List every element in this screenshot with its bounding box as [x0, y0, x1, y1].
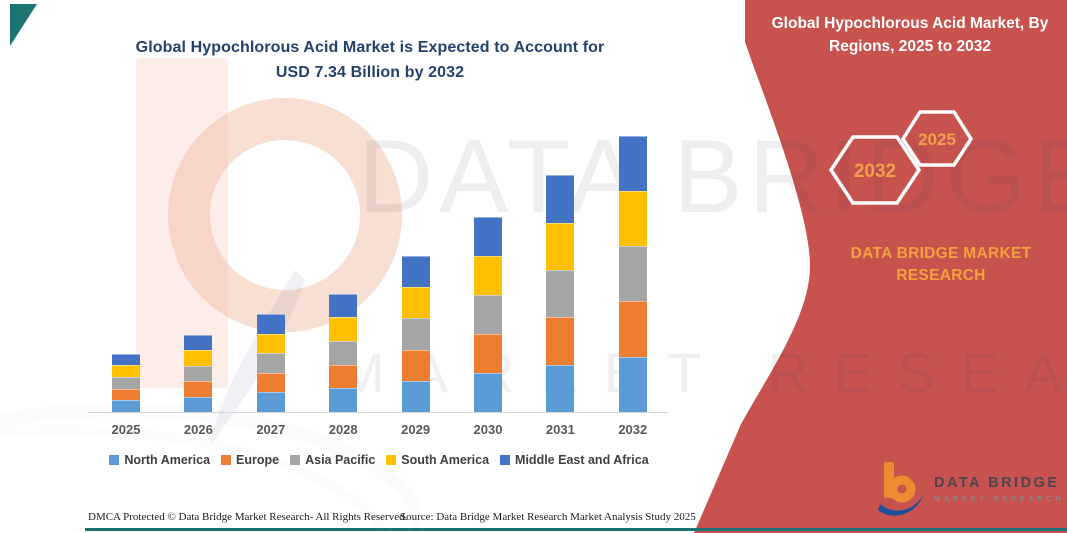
bar-segment-2028-north-america [329, 388, 358, 412]
year-hexagons: 2032 2025 [828, 110, 974, 205]
bar-segment-2028-europe [329, 364, 358, 389]
stacked-bar-chart: 2025 2026 2027 2028 2029 2030 2031 2032 [88, 130, 668, 446]
legend-item-europe: Europe [221, 453, 279, 467]
x-axis-label-2028: 2028 [328, 422, 358, 437]
bar-segment-2026-europe [184, 381, 213, 397]
bar-segment-2032-europe [618, 301, 647, 357]
bar-segment-2025-europe [112, 388, 140, 401]
bar-segment-2032-asia-pacific [618, 246, 647, 302]
chart-title-line1: Global Hypochlorous Acid Market is Expec… [135, 39, 605, 56]
bar-segment-2027-south-america [256, 333, 285, 354]
databridge-logo-mark [878, 462, 924, 516]
corner-triangle [10, 4, 37, 46]
chart-title-line2: USD 7.34 Billion by 2032 [275, 63, 465, 81]
bar-segment-2025-middle-east-and-africa [112, 353, 140, 366]
x-axis-line [88, 412, 668, 413]
bar-segment-2031-north-america [546, 364, 575, 412]
bar-segment-2027-middle-east-and-africa [256, 314, 285, 334]
bottom-accent-line [85, 528, 1067, 531]
bar-segment-2029-middle-east-and-africa [401, 255, 430, 288]
bar-segment-2030-asia-pacific [474, 294, 502, 334]
legend-item-middle-east-and-africa: Middle East and Africa [500, 453, 649, 467]
bar-segment-2028-asia-pacific [329, 340, 358, 365]
hexagon-2032-label: 2032 [854, 161, 896, 182]
hexagon-2032 [828, 135, 922, 205]
watermark-text-line2: MARKET RESEARCH [338, 341, 1067, 404]
bar-segment-2032-north-america [618, 356, 647, 412]
x-axis-label-2027: 2027 [256, 422, 286, 437]
watermark-text-line1: DATA BRIDGE [358, 119, 1067, 235]
bar-segment-2026-asia-pacific [184, 365, 213, 382]
footer-source: Source: Data Bridge Market Research Mark… [400, 511, 696, 523]
databridge-logo: DATA BRIDGE MARKET RESEARCH [878, 460, 1064, 518]
x-axis-label-2029: 2029 [401, 422, 431, 437]
legend-item-north-america: North America [109, 453, 210, 467]
databridge-logo-text: DATA BRIDGE MARKET RESEARCH [934, 475, 1064, 503]
x-axis-label-2026: 2026 [183, 422, 213, 437]
bar-segment-2027-asia-pacific [256, 353, 285, 373]
bar-segment-2027-north-america [256, 392, 285, 412]
legend-item-asia-pacific: Asia Pacific [290, 453, 375, 467]
bar-segment-2029-south-america [401, 287, 430, 319]
x-axis-label-2031: 2031 [545, 422, 575, 437]
legend-swatch [221, 455, 232, 465]
legend-item-south-america: South America [386, 453, 489, 467]
x-axis-label-2025: 2025 [111, 422, 141, 437]
x-axis-label-2032: 2032 [618, 422, 648, 437]
bar-segment-2026-south-america [184, 350, 213, 366]
bar-segment-2029-asia-pacific [401, 318, 430, 350]
bar-segment-2025-asia-pacific [112, 377, 140, 389]
legend-label: Europe [236, 453, 280, 467]
bar-segment-2030-north-america [474, 372, 502, 412]
legend-swatch [109, 455, 120, 465]
side-panel-background [694, 0, 1067, 533]
logo-name: DATA BRIDGE [934, 475, 1060, 491]
bar-segment-2030-middle-east-and-africa [474, 216, 502, 256]
legend-label: Middle East and Africa [515, 453, 649, 467]
bar-segment-2031-middle-east-and-africa [546, 175, 575, 223]
legend-swatch [290, 455, 301, 465]
bar-segment-2030-europe [474, 333, 502, 373]
side-panel-heading: Global Hypochlorous Acid Market, By Regi… [771, 15, 1049, 56]
footer-copyright: DMCA Protected © Data Bridge Market Rese… [88, 511, 408, 523]
bar-segment-2029-north-america [401, 380, 430, 412]
bar-segment-2030-south-america [474, 255, 502, 295]
bar-segment-2025-south-america [112, 365, 140, 378]
bar-segment-2031-south-america [546, 222, 575, 270]
logo-subtitle: MARKET RESEARCH [934, 494, 1065, 503]
x-axis-label-2030: 2030 [473, 422, 503, 437]
hexagon-2025 [900, 110, 974, 167]
bar-segment-2027-europe [256, 372, 285, 393]
bar-segment-2028-south-america [329, 317, 358, 341]
legend-swatch [500, 455, 511, 465]
legend-swatch [386, 455, 397, 465]
legend-label: Asia Pacific [305, 453, 376, 467]
bar-segment-2032-south-america [618, 190, 647, 247]
bar-segment-2029-europe [401, 349, 430, 381]
chart-title: Global Hypochlorous Acid Market is Expec… [95, 36, 645, 86]
bar-segment-2026-north-america [184, 396, 213, 412]
legend-label: South America [401, 453, 490, 467]
bar-segment-2031-asia-pacific [546, 269, 575, 318]
bar-segment-2026-middle-east-and-africa [184, 334, 213, 351]
bar-segment-2025-north-america [112, 400, 140, 412]
plot-area [88, 130, 668, 413]
bar-segment-2031-europe [546, 317, 575, 365]
legend-label: North America [124, 453, 211, 467]
bar-segment-2028-middle-east-and-africa [329, 293, 358, 318]
brand-text: DATA BRIDGE MARKET RESEARCH [850, 245, 1032, 285]
hexagon-2025-label: 2025 [918, 130, 956, 149]
bar-segment-2032-middle-east-and-africa [618, 135, 647, 191]
chart-legend: North America Europe Asia Pacific South Ame… [88, 453, 670, 467]
